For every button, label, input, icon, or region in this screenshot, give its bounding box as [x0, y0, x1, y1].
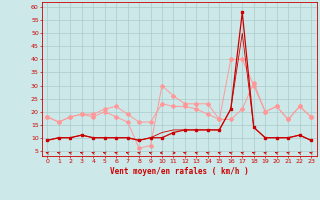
X-axis label: Vent moyen/en rafales ( km/h ): Vent moyen/en rafales ( km/h ): [110, 167, 249, 176]
